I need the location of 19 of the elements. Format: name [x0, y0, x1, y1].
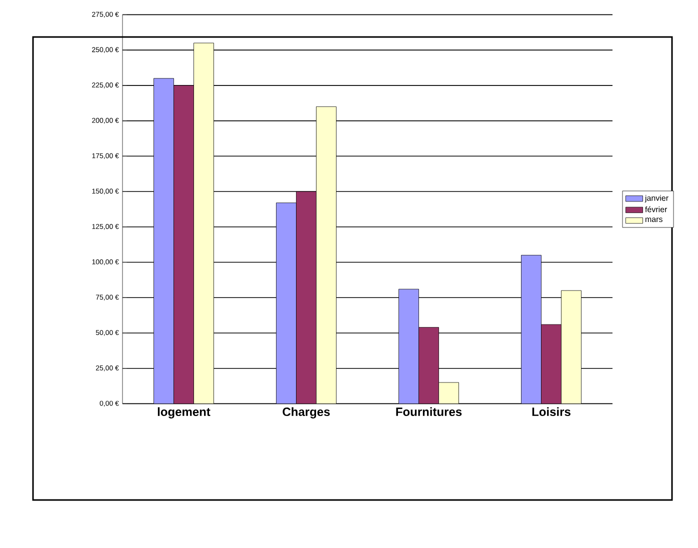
- bar: [561, 290, 582, 404]
- bar: [541, 324, 562, 404]
- legend-label: mars: [646, 218, 662, 222]
- bar: [276, 202, 296, 404]
- x-tick-label: Loisirs: [532, 407, 570, 416]
- bar: [438, 382, 459, 404]
- bar: [398, 289, 419, 404]
- bar: [418, 327, 439, 404]
- x-tick-label: Charges: [282, 407, 330, 418]
- bar: [194, 42, 214, 404]
- bar: [154, 78, 174, 404]
- bar: [296, 192, 316, 404]
- x-tick-label: Fournitures: [396, 407, 462, 416]
- bar: [174, 85, 194, 404]
- bar: [316, 106, 336, 404]
- legend-label: février: [645, 206, 668, 212]
- legend-label: janvier: [644, 194, 668, 202]
- x-tick-label: logement: [158, 407, 210, 418]
- bar: [521, 254, 542, 404]
